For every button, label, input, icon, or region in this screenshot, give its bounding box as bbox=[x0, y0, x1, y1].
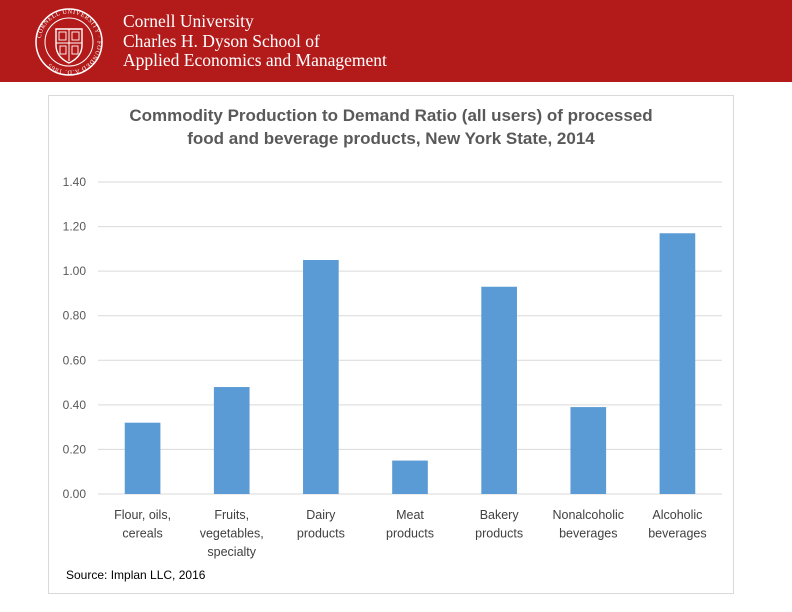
x-tick-label: products bbox=[475, 527, 523, 541]
chart-title-line-2: food and beverage products, New York Sta… bbox=[187, 129, 595, 148]
x-tick-label: beverages bbox=[648, 527, 706, 541]
bar bbox=[481, 286, 517, 494]
x-tick-label: cereals bbox=[122, 527, 162, 541]
x-tick-label: beverages bbox=[559, 527, 617, 541]
x-tick-label: Bakery bbox=[480, 508, 520, 522]
header-line-3: Applied Economics and Management bbox=[123, 50, 387, 70]
y-tick-label: 0.20 bbox=[63, 442, 87, 456]
chart-title: Commodity Production to Demand Ratio (al… bbox=[48, 104, 734, 150]
chart-frame bbox=[48, 95, 734, 594]
y-tick-label: 0.60 bbox=[63, 353, 87, 367]
header-banner: CORNELL UNIVERSITY · FOUNDED A.D. 1865 C… bbox=[0, 0, 792, 82]
x-tick-label: Flour, oils, bbox=[114, 508, 171, 522]
x-tick-label: products bbox=[386, 527, 434, 541]
y-tick-label: 0.80 bbox=[63, 309, 87, 323]
y-tick-label: 1.40 bbox=[63, 175, 87, 189]
source-note: Source: Implan LLC, 2016 bbox=[66, 568, 206, 582]
y-tick-label: 1.20 bbox=[63, 220, 87, 234]
y-tick-label: 1.00 bbox=[63, 264, 87, 278]
x-tick-label: vegetables, bbox=[200, 527, 264, 541]
y-tick-label: 0.40 bbox=[63, 398, 87, 412]
header-line-1: Cornell University bbox=[123, 11, 254, 31]
x-tick-label: products bbox=[297, 527, 345, 541]
bar bbox=[303, 260, 339, 494]
chart-title-line-1: Commodity Production to Demand Ratio (al… bbox=[129, 106, 653, 125]
header-line-2: Charles H. Dyson School of bbox=[123, 30, 320, 51]
bar bbox=[570, 407, 607, 494]
school-name: Cornell University Charles H. Dyson Scho… bbox=[123, 11, 387, 71]
bar bbox=[659, 233, 696, 494]
y-tick-label: 0.00 bbox=[63, 487, 87, 501]
cornell-seal-logo: CORNELL UNIVERSITY · FOUNDED A.D. 1865 bbox=[35, 8, 103, 76]
bar bbox=[392, 460, 428, 494]
x-tick-label: Dairy bbox=[306, 508, 336, 522]
x-tick-label: Alcoholic bbox=[652, 508, 702, 522]
x-tick-label: Meat bbox=[396, 508, 424, 522]
x-tick-label: specialty bbox=[207, 545, 256, 559]
x-tick-label: Nonalcoholic bbox=[552, 508, 624, 522]
x-tick-label: Fruits, bbox=[214, 508, 249, 522]
bar bbox=[213, 387, 250, 494]
bar bbox=[124, 422, 161, 494]
